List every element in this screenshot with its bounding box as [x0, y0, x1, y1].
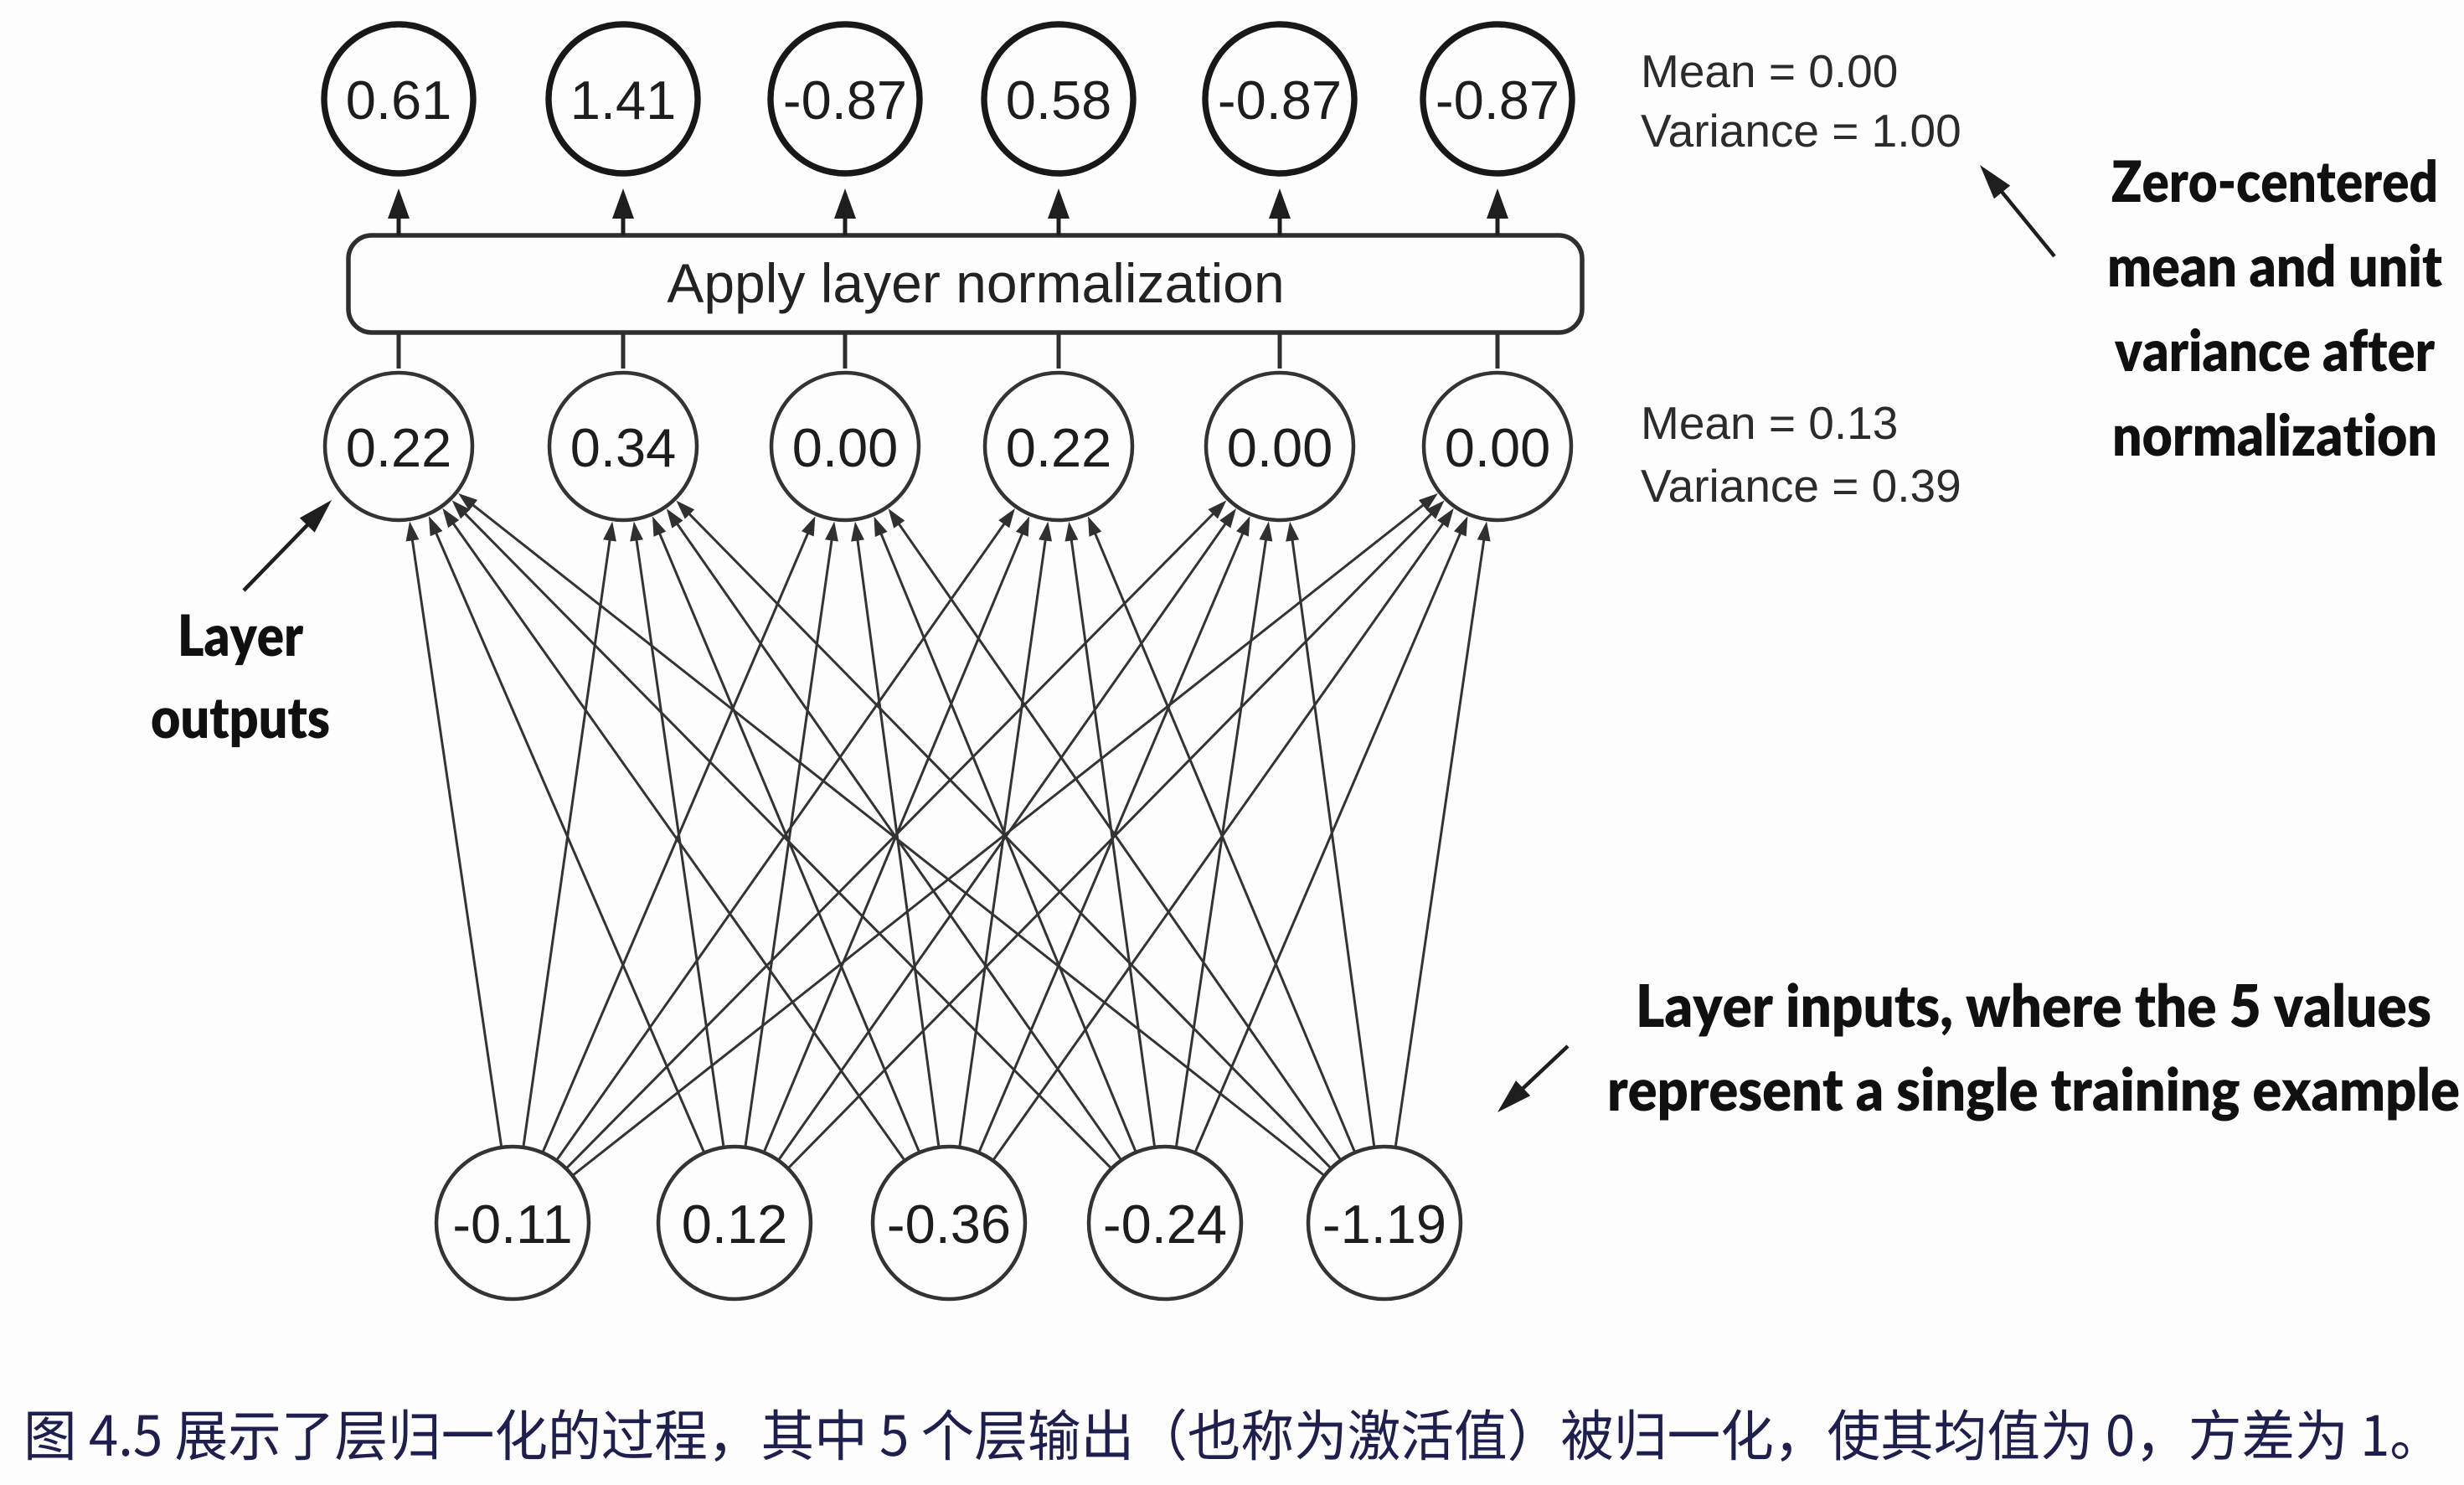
- svg-text:0.22: 0.22: [1006, 417, 1112, 478]
- svg-text:-0.87: -0.87: [1218, 70, 1342, 131]
- svg-text:Mean = 0.13: Mean = 0.13: [1641, 397, 1898, 449]
- svg-text:0.61: 0.61: [346, 70, 452, 131]
- svg-text:0.58: 0.58: [1006, 70, 1112, 131]
- svg-text:-0.11: -0.11: [452, 1194, 572, 1255]
- svg-text:Mean = 0.00: Mean = 0.00: [1641, 45, 1898, 97]
- svg-text:0.22: 0.22: [346, 417, 452, 478]
- svg-text:Variance = 1.00: Variance = 1.00: [1641, 105, 1961, 157]
- svg-text:0.00: 0.00: [1445, 417, 1551, 478]
- svg-text:-0.24: -0.24: [1103, 1194, 1227, 1255]
- svg-text:Variance = 0.39: Variance = 0.39: [1641, 460, 1961, 512]
- svg-text:-0.87: -0.87: [1436, 70, 1559, 131]
- svg-text:1.41: 1.41: [570, 70, 677, 131]
- svg-text:Apply layer normalization: Apply layer normalization: [667, 252, 1284, 314]
- svg-text:-0.36: -0.36: [887, 1194, 1011, 1255]
- svg-text:-1.19: -1.19: [1322, 1194, 1446, 1255]
- svg-text:0.00: 0.00: [792, 417, 899, 478]
- svg-text:0.34: 0.34: [570, 417, 677, 478]
- svg-text:0.00: 0.00: [1227, 417, 1333, 478]
- svg-text:-0.87: -0.87: [783, 70, 907, 131]
- svg-text:0.12: 0.12: [682, 1194, 788, 1255]
